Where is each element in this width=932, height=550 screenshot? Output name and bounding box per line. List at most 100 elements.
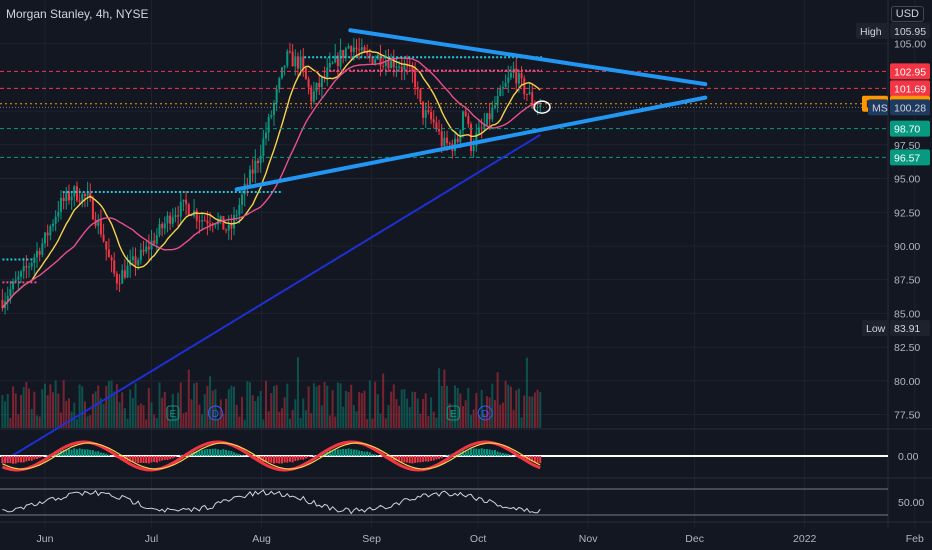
candle-body [14, 279, 17, 282]
oscillator1-bar [272, 456, 275, 464]
volume-bar [89, 415, 92, 428]
volume-bar [246, 381, 249, 428]
volume-bar [97, 385, 100, 428]
price-label-box [890, 80, 930, 97]
oscillator1-bar [62, 449, 65, 456]
candle-body [504, 82, 507, 88]
volume-bar [86, 416, 89, 428]
candle-body [155, 235, 158, 244]
oscillator1-bar [278, 456, 281, 464]
volume-bar [155, 418, 158, 428]
candle-body [20, 271, 23, 277]
candle-body [406, 65, 409, 67]
candle-body [475, 133, 478, 146]
volume-bar [6, 394, 9, 428]
candle-body [113, 260, 116, 274]
candle-body [342, 50, 345, 58]
price-label-box [890, 99, 930, 116]
candle-body [509, 72, 512, 78]
volume-bar [371, 418, 374, 428]
volume-bar [477, 415, 480, 428]
candle-body [241, 194, 244, 205]
volume-bar [121, 392, 124, 428]
event-marker-label: E [169, 409, 176, 420]
candle-body [435, 122, 438, 130]
volume-bar [459, 393, 462, 428]
volume-bar [209, 376, 212, 428]
oscillator1-bar [352, 449, 355, 456]
price-tag-box [868, 99, 888, 116]
oscillator1-bar [419, 456, 422, 463]
price-label-box [890, 22, 930, 39]
price-label-s2: 96.57 [894, 152, 920, 164]
volume-bar [419, 413, 422, 428]
candle-body [326, 67, 329, 78]
volume-bar [36, 415, 39, 428]
candle-body [49, 226, 52, 236]
candle-body [432, 119, 435, 123]
triangle-upper-line [348, 28, 708, 87]
time-tick-label: Oct [470, 533, 486, 545]
candle-body [214, 224, 217, 226]
volume-bar [395, 399, 398, 428]
volume-bar [75, 419, 78, 428]
candle-body [203, 220, 206, 222]
candle-body [123, 270, 126, 278]
volume-bar [150, 402, 153, 428]
time-tick-label: Dec [685, 533, 704, 545]
candle-body [334, 55, 337, 63]
oscillator1-bar [20, 456, 23, 463]
volume-bar [243, 419, 246, 428]
dividend-marker [207, 405, 223, 421]
candle-body [531, 92, 534, 104]
candle-body [41, 243, 44, 255]
oscillator1-bar [416, 456, 419, 463]
volume-bar [145, 419, 148, 428]
ma-line-mid [1, 57, 541, 309]
candle-body [257, 160, 259, 164]
oscillator1-zero-label: 0.00 [898, 451, 919, 463]
volume-bar [278, 411, 281, 428]
oscillator1-bar [462, 450, 465, 456]
oscillator1-bar [14, 456, 17, 464]
oscillator1-bar [485, 449, 488, 456]
volume-bar [262, 419, 265, 428]
oscillator1-bar [424, 456, 427, 462]
oscillator1-bar [328, 450, 331, 456]
volume-bar [302, 398, 305, 428]
candle-body [158, 224, 161, 236]
volume-bar [115, 384, 118, 428]
volume-bar [400, 389, 403, 428]
chart-title: Morgan Stanley, 4h, NYSE [6, 7, 149, 21]
volume-bar [110, 380, 113, 428]
oscillator1-bar [257, 456, 259, 460]
candle-body [467, 116, 470, 125]
volume-bar [259, 390, 262, 428]
volume-bar [470, 414, 472, 428]
oscillator2-mid-label: 50.00 [898, 497, 924, 509]
oscillator1-bar [166, 456, 169, 461]
volume-bar [179, 382, 182, 428]
volume-bar [81, 386, 84, 428]
volume-bar [105, 385, 108, 428]
volume-bar [467, 388, 470, 428]
currency-label[interactable]: USD [890, 6, 924, 22]
oscillator1-bar [366, 451, 369, 456]
volume-bar [291, 409, 294, 428]
volume-bar [523, 395, 526, 428]
oscillator1-bar [214, 448, 217, 456]
price-label-low: 83.91 [894, 323, 920, 335]
candle-body [86, 192, 89, 197]
oscillator1-bar [400, 456, 403, 463]
volume-bar [533, 392, 536, 428]
volume-bar [398, 405, 401, 428]
oscillator1-bar [291, 456, 294, 463]
oscillator1-bar [491, 450, 494, 456]
time-tick-label: Jul [145, 533, 158, 545]
oscillator1-bar [142, 456, 145, 464]
oscillator1-bar [408, 456, 411, 464]
candle-body [480, 127, 483, 129]
price-tick-label: 80.00 [894, 376, 920, 388]
oscillator1-bar [12, 456, 15, 464]
